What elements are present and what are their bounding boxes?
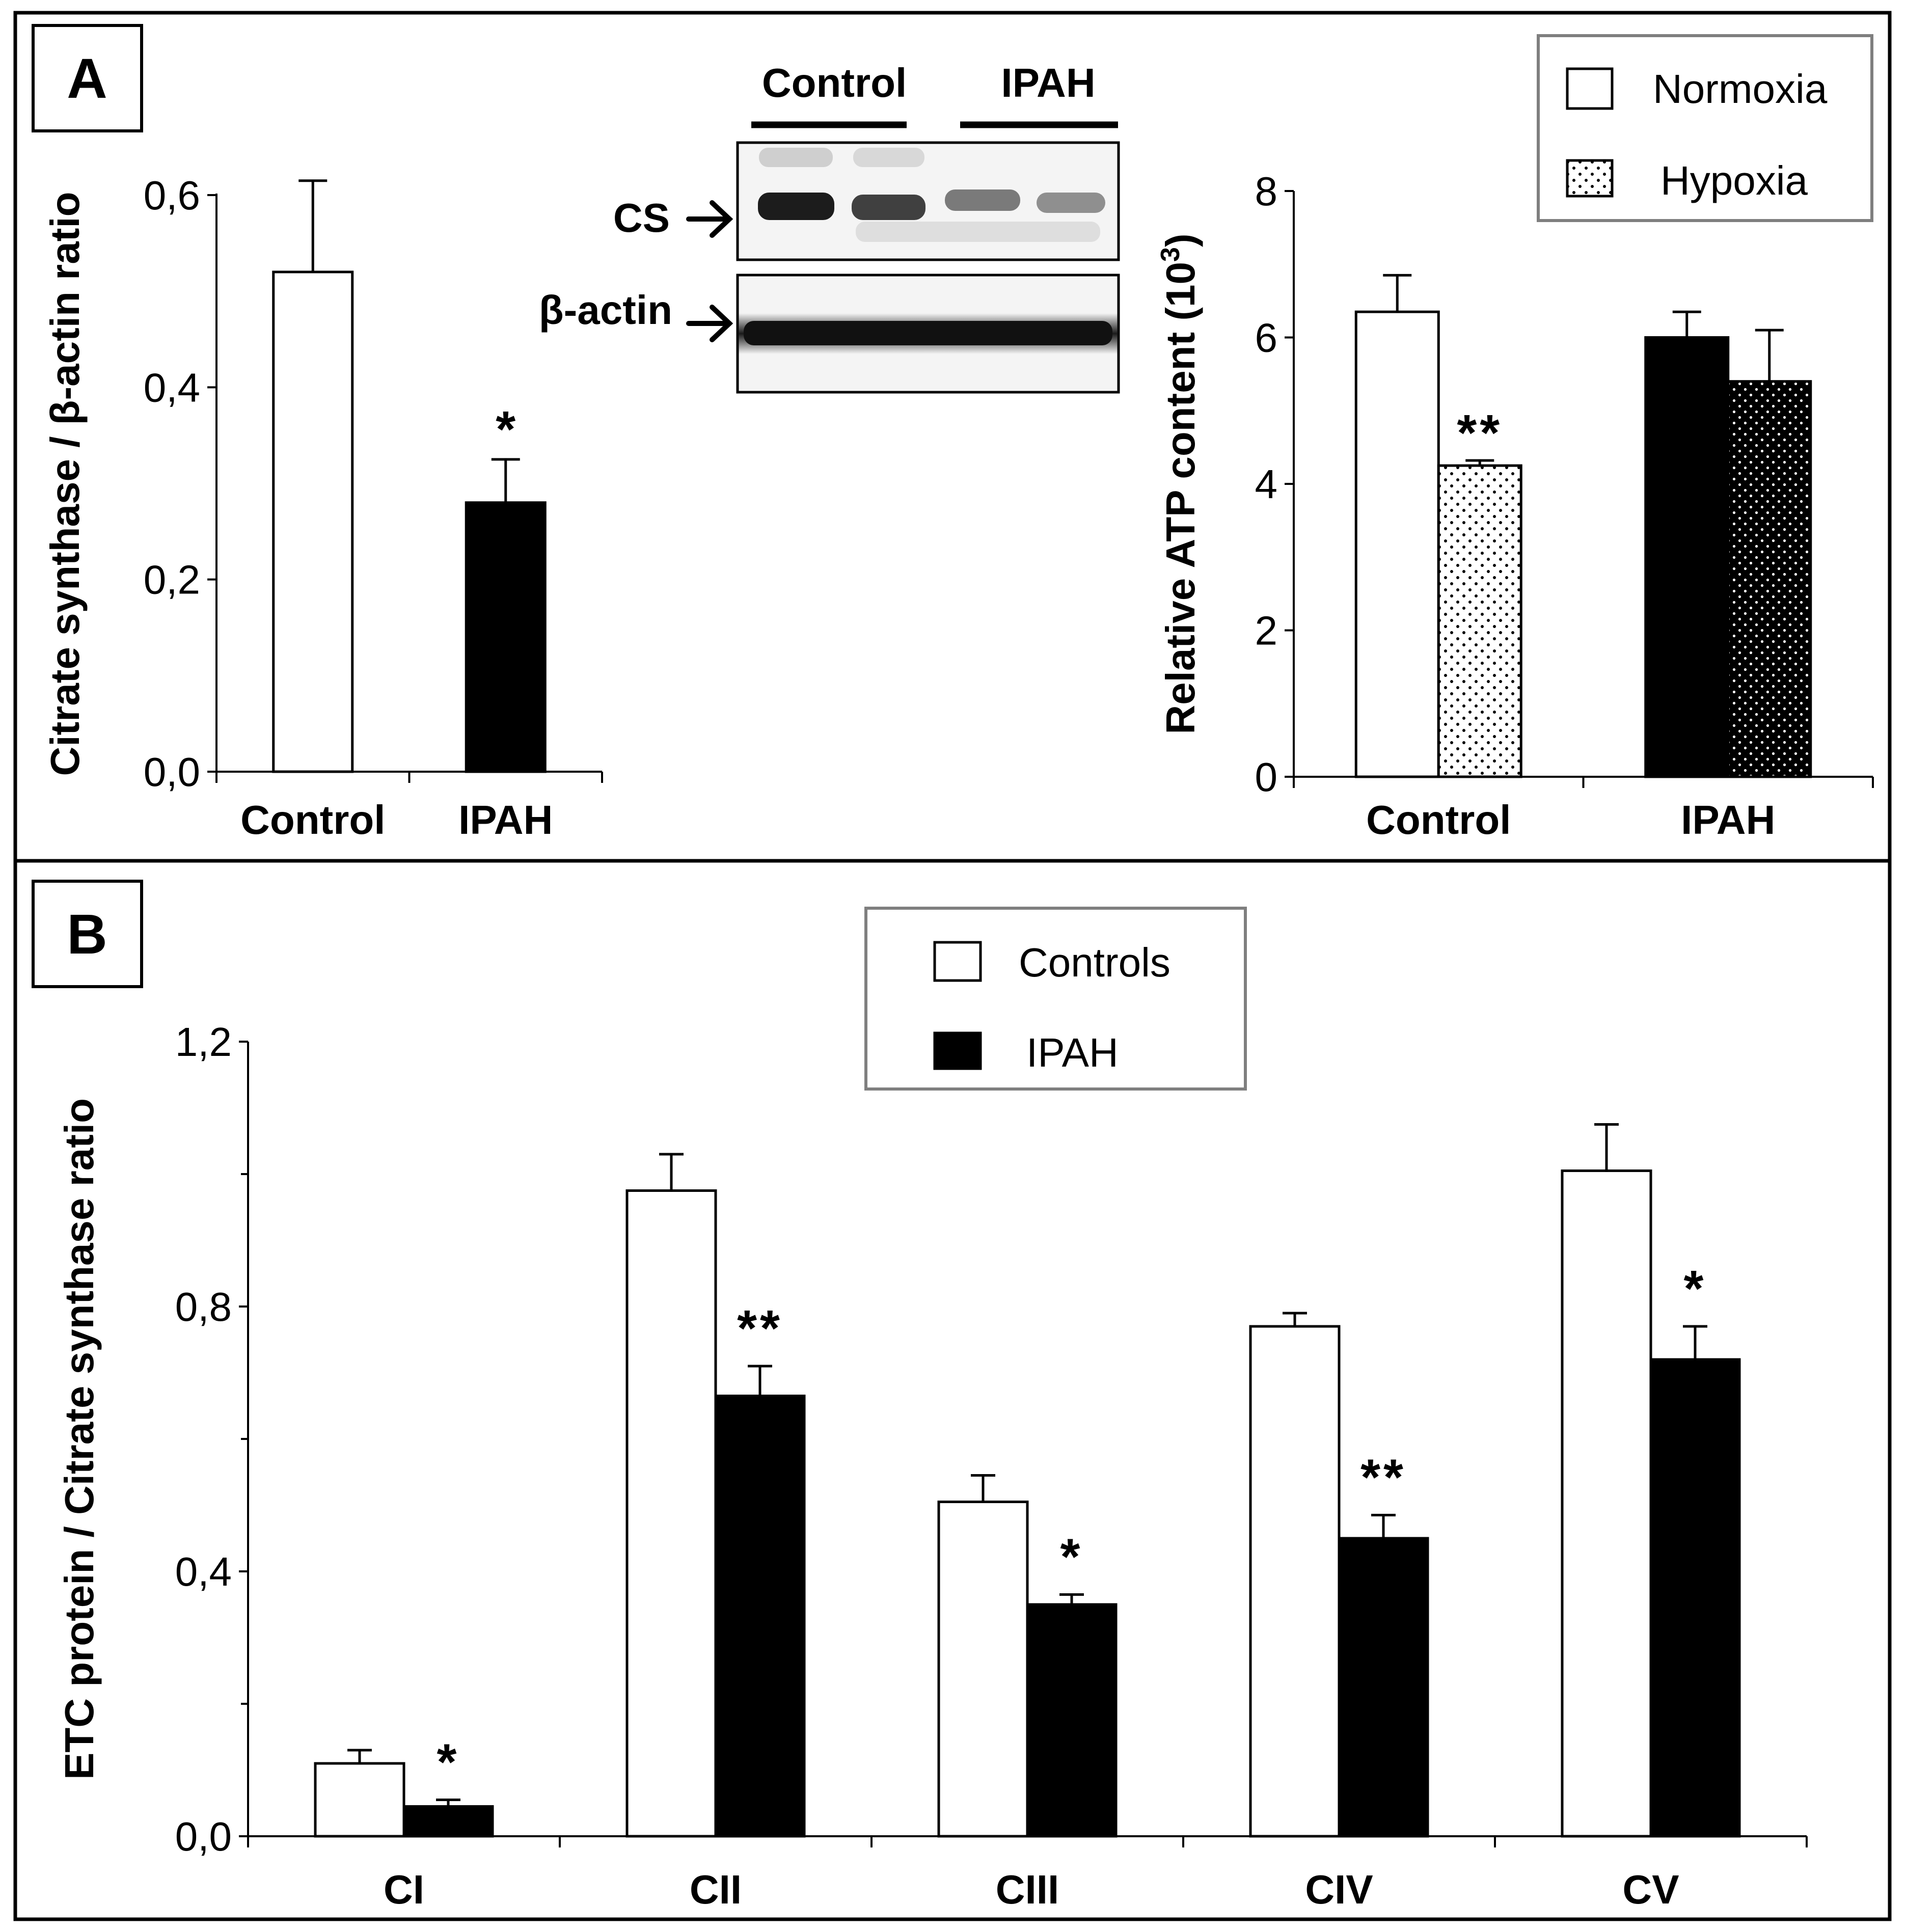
atp-y-axis-title: Relative ATP content (103) <box>1156 233 1203 734</box>
atp-legend-label-hypoxia: Hypoxia <box>1660 158 1808 203</box>
atp-y-axis-title-main: Relative ATP content (10 <box>1158 262 1203 734</box>
blot-row-label-cs: CS <box>613 195 670 240</box>
etc-legend-label-ipah: IPAH <box>1026 1030 1119 1075</box>
atp-ytick-label-4: 8 <box>1255 169 1278 214</box>
cs-bar-control <box>272 270 354 773</box>
cs-xtick-label-1: IPAH <box>458 797 553 842</box>
etc-bar-civ-controls <box>1249 1325 1341 1838</box>
blot-group-label-ipah: IPAH <box>1001 60 1095 105</box>
cs-band-1 <box>758 193 834 220</box>
etc-bar-ciii-controls <box>937 1501 1029 1838</box>
cs-ytick-label-0: 0,0 <box>144 749 200 795</box>
chart-citrate-synthase: Citrate synthase / β-actin ratio 0,0 0,2 0… <box>42 173 603 842</box>
atp-xtick-label-0: Control <box>1366 797 1511 842</box>
atp-ytick-label-1: 2 <box>1255 608 1278 654</box>
panel-b-frame <box>13 859 1892 1921</box>
etc-ytick-label-3: 1,2 <box>175 1019 232 1065</box>
etc-y-axis-title: ETC protein / Citrate synthase ratio <box>57 1098 102 1780</box>
cs-band-2 <box>852 195 925 220</box>
cs-ytick-label-1: 0,2 <box>144 557 200 603</box>
etc-xtick-label-ci: CI <box>384 1867 424 1912</box>
cs-y-axis-title: Citrate synthase / β-actin ratio <box>42 192 88 776</box>
panel-b-label-box <box>32 880 143 988</box>
atp-bar-ipah-hypoxia <box>1727 380 1812 778</box>
etc-annotation-ciii: * <box>1060 1529 1083 1586</box>
atp-y-axis-title-sup: 3 <box>1156 247 1185 262</box>
etc-annotation-cv: * <box>1684 1260 1707 1317</box>
etc-ytick-label-2: 0,8 <box>175 1284 232 1329</box>
etc-legend: Controls IPAH <box>864 907 1247 1091</box>
etc-bar-civ-ipah <box>1338 1537 1429 1838</box>
chart-etc-proteins: ETC protein / Citrate synthase ratio 0,0… <box>57 907 1808 1912</box>
etc-xtick-label-cii: CII <box>690 1867 742 1912</box>
actin-band-core <box>744 321 1112 345</box>
cs-faint-band-1 <box>759 148 833 167</box>
atp-ytick-label-2: 4 <box>1255 461 1278 507</box>
panel-a-label-box <box>32 24 143 132</box>
etc-legend-swatch-controls <box>933 941 982 982</box>
etc-ytick-label-0: 0,0 <box>175 1814 232 1859</box>
atp-ytick-label-3: 6 <box>1255 315 1278 361</box>
atp-annotation-0-1: ** <box>1457 404 1503 461</box>
etc-annotation-cii: ** <box>737 1300 783 1357</box>
atp-ytick-label-0: 0 <box>1255 754 1278 800</box>
etc-bar-ciii-ipah <box>1026 1603 1118 1838</box>
blot-row-label-actin: β-actin <box>539 287 672 333</box>
cs-band-3 <box>945 189 1020 211</box>
cs-band-4 <box>1037 193 1105 213</box>
etc-xtick-label-civ: CIV <box>1305 1867 1373 1912</box>
cs-faint-band-2 <box>853 148 924 167</box>
etc-xtick-label-ciii: CIII <box>996 1867 1059 1912</box>
atp-legend-label-normoxia: Normoxia <box>1653 66 1828 112</box>
atp-bar-control-hypoxia <box>1437 464 1522 778</box>
etc-bar-ci-controls <box>314 1762 405 1838</box>
etc-bar-ci-ipah <box>402 1805 494 1838</box>
arrow-cs-icon <box>686 200 733 238</box>
etc-legend-swatch-ipah <box>933 1031 982 1070</box>
etc-bar-cii-ipah <box>714 1395 806 1838</box>
western-blot: Control IPAH CS β-actin <box>539 60 1120 394</box>
cs-bar-ipah <box>465 501 547 773</box>
etc-ytick-label-1: 0,4 <box>175 1549 232 1594</box>
etc-annotation-civ: ** <box>1360 1449 1406 1506</box>
arrow-actin-icon <box>686 305 733 342</box>
chart-atp-content: Relative ATP content (103) 0 2 4 6 8 ** Contr… <box>1156 34 1874 842</box>
cs-xtick-label-0: Control <box>240 797 385 842</box>
atp-legend-swatch-normoxia <box>1566 67 1614 110</box>
atp-y-axis-title-end: ) <box>1158 233 1203 247</box>
blot-group-label-control: Control <box>762 60 907 105</box>
panel-a-label: A <box>67 47 107 110</box>
etc-annotation-ci: * <box>437 1734 460 1791</box>
etc-bar-cv-ipah <box>1649 1358 1741 1838</box>
cs-ytick-label-2: 0,4 <box>144 365 200 410</box>
etc-bar-cv-controls <box>1561 1169 1652 1838</box>
cs-lower-smear <box>856 222 1100 242</box>
etc-legend-label-controls: Controls <box>1019 940 1170 985</box>
atp-legend: Normoxia Hypoxia <box>1537 34 1873 222</box>
atp-xtick-label-1: IPAH <box>1681 797 1775 842</box>
etc-bar-cii-controls <box>625 1189 717 1838</box>
panel-b-label: B <box>67 903 107 966</box>
cs-annotation-1: * <box>496 401 515 458</box>
atp-bar-ipah-normoxia <box>1644 336 1730 778</box>
etc-legend-box <box>864 907 1247 1091</box>
etc-xtick-label-cv: CV <box>1622 1867 1679 1912</box>
atp-legend-swatch-hypoxia <box>1566 159 1614 198</box>
atp-bar-control-normoxia <box>1354 310 1440 778</box>
cs-ytick-label-3: 0,6 <box>144 173 200 218</box>
